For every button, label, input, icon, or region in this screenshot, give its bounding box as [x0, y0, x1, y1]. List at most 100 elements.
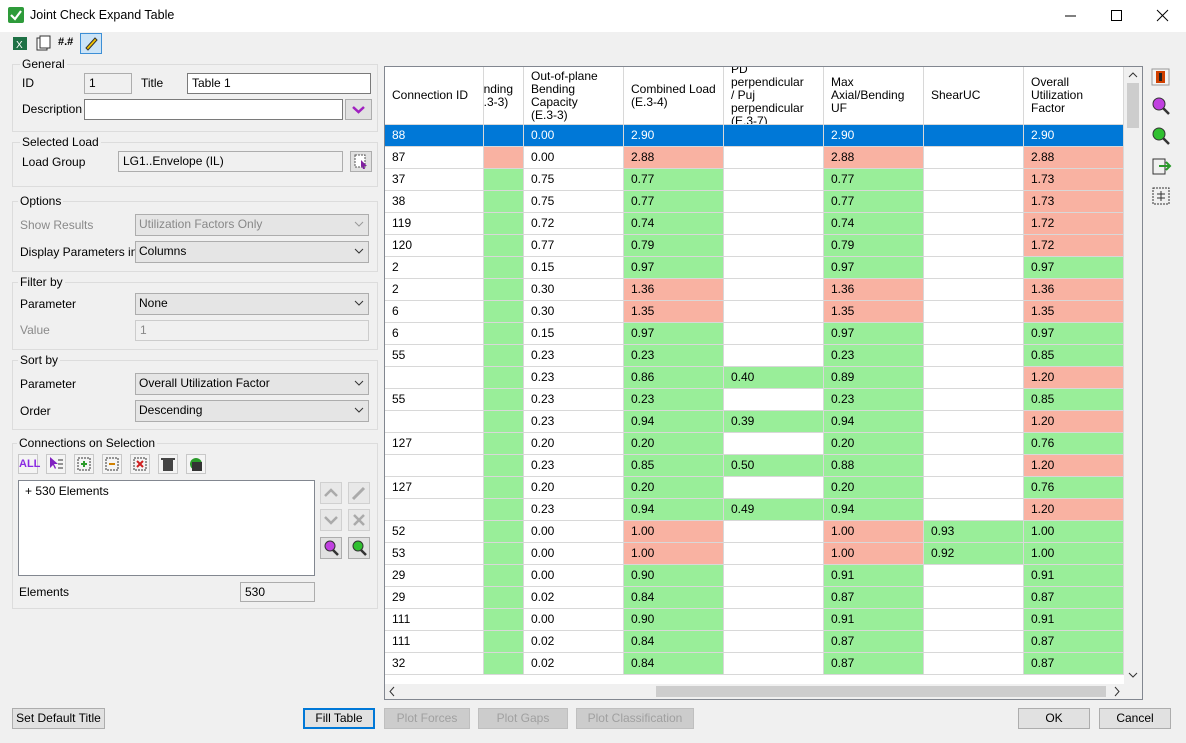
table-cell — [924, 565, 1024, 587]
set-default-title-button[interactable]: Set Default Title — [12, 708, 105, 729]
cell-value: 119 — [385, 213, 484, 235]
cell-value: 0.00 — [524, 609, 624, 631]
cell-value: 0.77 — [824, 169, 924, 191]
label: Elements — [19, 585, 70, 599]
svg-text:X: X — [16, 40, 23, 51]
cell-value: 111 — [385, 631, 484, 653]
label: ID — [22, 76, 34, 90]
table-cell — [484, 565, 524, 587]
table-cell — [724, 433, 824, 455]
number-format-icon[interactable]: #.# — [58, 36, 74, 48]
group-legend: General — [20, 57, 67, 71]
fill-table-button[interactable]: Fill Table — [303, 708, 375, 729]
cell-value: 52 — [385, 521, 484, 543]
table-cell — [724, 235, 824, 257]
column-header: nding .3-3) — [484, 67, 524, 125]
cell-value: 1.35 — [624, 301, 724, 323]
display-combo[interactable]: Columns — [135, 241, 369, 263]
cell-value: 0.00 — [524, 125, 624, 147]
table-cell — [924, 411, 1024, 433]
description-field[interactable] — [84, 99, 343, 120]
cell-value: 0.76 — [1024, 433, 1124, 455]
table-cell — [924, 389, 1024, 411]
table-cell — [924, 125, 1024, 147]
table-cell — [484, 587, 524, 609]
horizontal-scrollbar[interactable] — [385, 684, 1124, 699]
filter-parameter-combo[interactable]: None — [135, 293, 369, 315]
table-cell — [385, 367, 484, 389]
cell-value: 0.23 — [524, 389, 624, 411]
cell-value: 32 — [385, 653, 484, 675]
cell-value: 0.76 — [1024, 477, 1124, 499]
group-legend: Selected Load — [20, 135, 101, 149]
sort-parameter-combo[interactable]: Overall Utilization Factor — [135, 373, 369, 395]
select-load-button[interactable] — [350, 151, 372, 172]
combo-value: Descending — [139, 403, 203, 417]
list-item[interactable]: + 530 Elements — [25, 484, 109, 498]
cell-value: 0.97 — [1024, 257, 1124, 279]
table-cell — [924, 169, 1024, 191]
column-header: Overall Utilization Factor — [1024, 67, 1124, 125]
cell-value: 0.23 — [524, 455, 624, 477]
cell-value: 55 — [385, 345, 484, 367]
table-cell — [484, 499, 524, 521]
toolbar-icons[interactable]: X — [12, 35, 92, 53]
table-cell — [924, 345, 1024, 367]
table-cell — [924, 587, 1024, 609]
cell-value: 0.02 — [524, 653, 624, 675]
vertical-scrollbar[interactable] — [1124, 67, 1142, 699]
cell-value: 0.23 — [524, 499, 624, 521]
elements-field: 530 — [240, 582, 315, 602]
table-cell — [724, 147, 824, 169]
window-controls[interactable] — [1060, 8, 1180, 24]
ok-button[interactable]: OK — [1018, 708, 1090, 729]
label: Parameter — [20, 297, 77, 311]
table-cell — [484, 433, 524, 455]
cell-value: 0.87 — [1024, 653, 1124, 675]
label: Show Results — [20, 218, 94, 232]
label: Display Parameters in — [20, 245, 138, 259]
table-cell — [924, 257, 1024, 279]
table-cell — [924, 631, 1024, 653]
cell-value: 0.20 — [624, 477, 724, 499]
table-cell — [924, 433, 1024, 455]
pen-icon[interactable] — [80, 33, 102, 54]
cell-value: 0.90 — [624, 565, 724, 587]
window-title: Joint Check Expand Table — [30, 8, 175, 22]
cell-value: 0.40 — [724, 367, 824, 389]
label: Order — [20, 404, 51, 418]
selection-tool-icons[interactable] — [46, 454, 208, 474]
title-field[interactable]: Table 1 — [187, 73, 371, 94]
table-cell — [484, 257, 524, 279]
cancel-button[interactable]: Cancel — [1099, 708, 1171, 729]
cell-value: 2.90 — [624, 125, 724, 147]
column-header: PD perpendicular / Puj perpendicular (E.… — [724, 67, 824, 125]
table-cell — [924, 499, 1024, 521]
cell-value: 0.97 — [624, 257, 724, 279]
side-toolbar[interactable] — [1150, 66, 1172, 210]
table-cell — [484, 235, 524, 257]
results-table[interactable]: Connection ID nding .3-3) Out-of-plane Ben… — [385, 67, 1124, 683]
description-dropdown[interactable] — [345, 99, 372, 120]
cell-value: 1.73 — [1024, 191, 1124, 213]
table-cell — [484, 521, 524, 543]
cell-value: 0.23 — [524, 367, 624, 389]
cell-value: 0.77 — [524, 235, 624, 257]
cell-value: 0.88 — [824, 455, 924, 477]
table-cell — [385, 411, 484, 433]
select-all-button[interactable]: ALL — [18, 454, 40, 474]
cell-value: 1.20 — [1024, 455, 1124, 477]
table-cell — [484, 323, 524, 345]
group-box — [12, 142, 378, 187]
sort-order-combo[interactable]: Descending — [135, 400, 369, 422]
table-cell — [484, 631, 524, 653]
load-group-field: LG1..Envelope (IL) — [118, 151, 343, 172]
cell-value: 0.15 — [524, 257, 624, 279]
table-cell — [385, 499, 484, 521]
list-tool-icons[interactable] — [320, 482, 372, 560]
cell-value: 1.00 — [824, 543, 924, 565]
table-cell — [724, 125, 824, 147]
connection-list[interactable] — [18, 480, 315, 576]
cell-value: 0.23 — [524, 345, 624, 367]
